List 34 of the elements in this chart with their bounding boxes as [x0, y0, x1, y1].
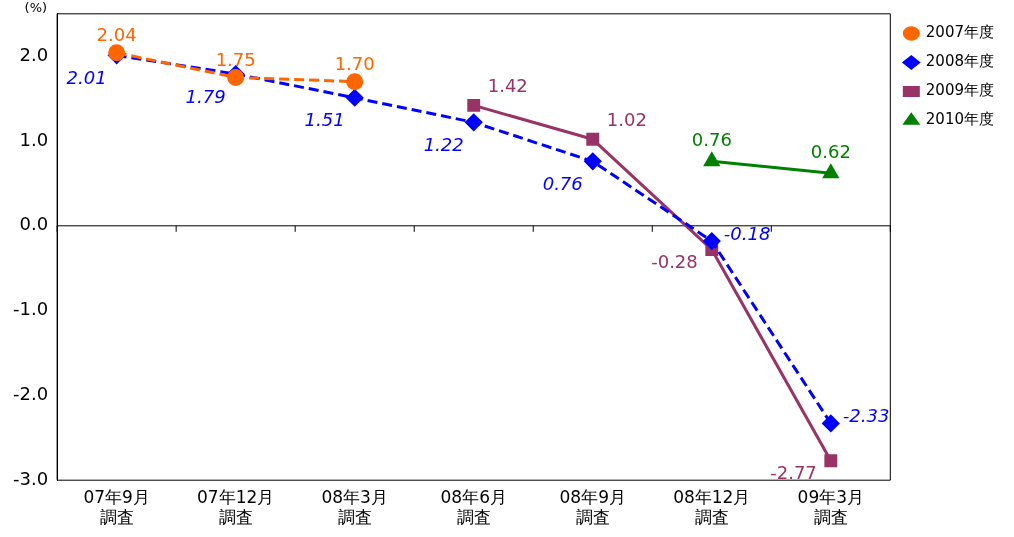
y-tick-label: 1.0	[19, 128, 49, 150]
data-label: 0.76	[542, 173, 583, 195]
data-label: -2.77	[770, 462, 817, 484]
legend-label: 2008年度	[925, 52, 995, 71]
legend-label: 2010年度	[925, 110, 995, 129]
y-tick-label: -3.0	[13, 467, 49, 489]
data-label: 0.76	[691, 129, 732, 151]
x-tick-label: 08年9月調査	[559, 486, 626, 528]
y-tick-label: -1.0	[13, 298, 49, 320]
legend-label: 2007年度	[925, 23, 995, 42]
data-label: -2.33	[842, 405, 890, 427]
data-label: 1.02	[606, 108, 647, 130]
data-label: 1.70	[334, 53, 375, 75]
x-tick-label: 08年3月調査	[321, 486, 388, 528]
data-label: 0.62	[810, 140, 851, 162]
data-label: 1.51	[304, 109, 345, 131]
x-tick-label: 08年6月調査	[440, 486, 507, 528]
data-label: 1.75	[215, 49, 256, 71]
data-label: 1.42	[487, 75, 528, 97]
data-label: -0.18	[723, 222, 771, 244]
data-label: -0.28	[651, 251, 698, 273]
y-tick-label: 0.0	[19, 213, 49, 235]
x-tick-label: 08年12月調査	[673, 486, 751, 528]
data-label: 1.22	[423, 134, 464, 156]
y-tick-label: 2.0	[19, 43, 49, 65]
y-tick-label: -2.0	[13, 383, 49, 405]
y-axis-title: (%)	[24, 0, 48, 15]
legend-label: 2009年度	[925, 81, 995, 100]
data-label: 2.01	[66, 67, 107, 89]
data-label: 2.04	[96, 24, 137, 46]
x-tick-label: 07年12月調査	[197, 486, 275, 528]
x-tick-label: 09年3月調査	[797, 486, 865, 528]
data-label: 1.79	[185, 85, 226, 107]
x-tick-label: 07年9月調査	[83, 486, 150, 528]
